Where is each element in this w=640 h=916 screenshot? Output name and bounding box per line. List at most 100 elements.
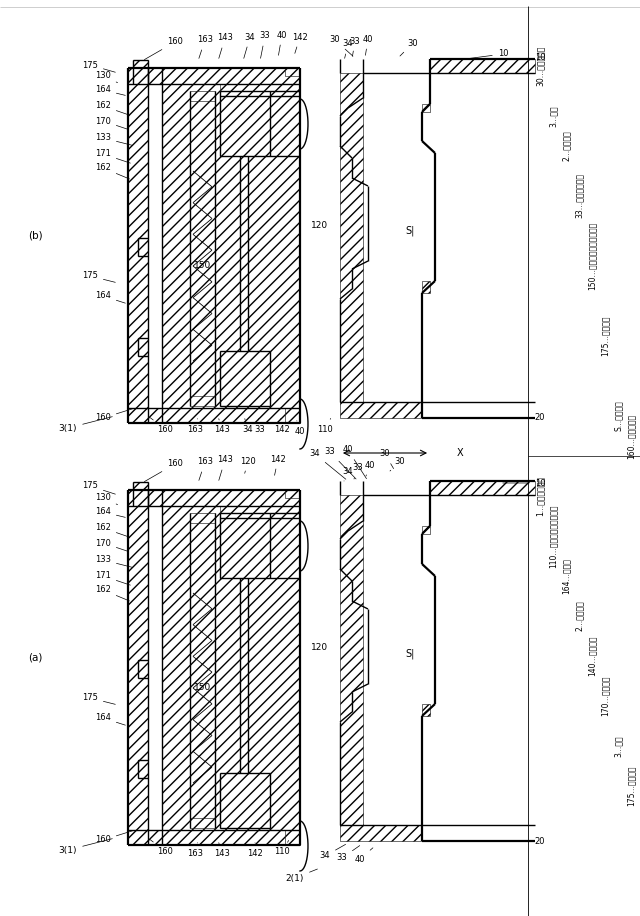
Text: 160: 160 (95, 409, 132, 422)
Text: 130: 130 (95, 493, 118, 505)
Polygon shape (422, 704, 430, 716)
Text: 10: 10 (503, 53, 545, 62)
Text: 2…容器本体: 2…容器本体 (575, 601, 584, 631)
Text: 34: 34 (244, 32, 255, 59)
Text: 160…解除ボタン: 160…解除ボタン (627, 413, 636, 459)
Text: 163: 163 (187, 419, 203, 433)
Text: 2…容器本体: 2…容器本体 (561, 131, 570, 161)
Text: 20: 20 (503, 836, 545, 845)
Text: 10: 10 (503, 478, 545, 487)
Polygon shape (133, 482, 148, 506)
Text: 133: 133 (95, 134, 132, 146)
Polygon shape (220, 513, 270, 578)
Polygon shape (220, 351, 270, 406)
Polygon shape (340, 825, 422, 841)
Text: 3(1): 3(1) (59, 839, 112, 855)
Text: 143: 143 (217, 455, 233, 480)
Text: 175: 175 (82, 60, 115, 72)
Text: 162: 162 (95, 163, 129, 179)
Polygon shape (138, 338, 148, 356)
Text: 142: 142 (292, 32, 308, 53)
Text: 120: 120 (312, 222, 328, 231)
Text: 120: 120 (240, 456, 256, 474)
Text: S|: S| (405, 225, 415, 236)
Polygon shape (138, 660, 148, 678)
Polygon shape (270, 513, 300, 578)
Polygon shape (190, 396, 215, 406)
Text: 40: 40 (355, 848, 373, 864)
Text: 10: 10 (468, 49, 508, 59)
Text: 133: 133 (95, 555, 132, 567)
Text: 175: 175 (82, 482, 115, 494)
Text: 2(1): 2(1) (286, 869, 317, 882)
Text: 130: 130 (95, 71, 118, 82)
Text: 160: 160 (145, 38, 183, 60)
Polygon shape (128, 490, 148, 845)
Polygon shape (128, 490, 300, 506)
Polygon shape (138, 238, 148, 256)
Polygon shape (270, 91, 300, 156)
Text: 160: 160 (95, 831, 132, 845)
Polygon shape (190, 91, 215, 101)
Text: 142: 142 (270, 454, 286, 475)
Text: 33: 33 (260, 31, 270, 59)
Text: 33: 33 (337, 845, 360, 863)
Text: 33: 33 (353, 463, 364, 479)
Text: 120: 120 (312, 644, 328, 652)
Text: S|: S| (405, 649, 415, 660)
Text: X: X (457, 448, 463, 458)
Text: 20: 20 (503, 413, 545, 422)
Polygon shape (220, 84, 300, 96)
Text: 150…圧縮コイルスプリング: 150…圧縮コイルスプリング (588, 222, 596, 290)
Text: 170: 170 (95, 116, 127, 129)
Polygon shape (220, 91, 270, 156)
Text: 163: 163 (197, 457, 213, 480)
Text: 164: 164 (95, 714, 125, 725)
Text: 160: 160 (145, 460, 183, 482)
Text: 3…栓体: 3…栓体 (614, 736, 623, 757)
Text: 110…栓体側パッキン部材: 110…栓体側パッキン部材 (548, 504, 557, 568)
Text: 143: 143 (217, 34, 233, 59)
Text: 34: 34 (320, 845, 346, 860)
Polygon shape (285, 408, 300, 423)
Polygon shape (162, 490, 300, 845)
Text: 171: 171 (95, 149, 131, 163)
Text: 164: 164 (95, 507, 125, 518)
Text: 40: 40 (276, 30, 287, 55)
Text: 160: 160 (150, 418, 173, 433)
Text: 34: 34 (310, 450, 346, 479)
Polygon shape (190, 513, 215, 523)
Text: 30: 30 (400, 38, 419, 56)
Text: (b): (b) (28, 231, 43, 241)
Text: 175: 175 (82, 271, 115, 282)
Text: 143: 143 (214, 419, 230, 434)
Text: 30: 30 (380, 450, 394, 469)
Text: 175…規制部材: 175…規制部材 (600, 316, 609, 356)
Text: 110: 110 (317, 419, 333, 433)
Polygon shape (133, 60, 148, 84)
Polygon shape (220, 773, 270, 828)
Text: 140…縋止部材: 140…縋止部材 (588, 636, 596, 676)
Text: 33: 33 (324, 448, 356, 479)
Text: 142: 142 (247, 843, 263, 857)
Text: 162: 162 (95, 524, 129, 537)
Polygon shape (220, 506, 300, 518)
Text: 162: 162 (95, 102, 129, 115)
Polygon shape (128, 830, 300, 845)
Text: 33: 33 (255, 419, 266, 434)
Polygon shape (128, 408, 300, 423)
Polygon shape (138, 760, 148, 778)
Polygon shape (422, 281, 430, 293)
Text: 30: 30 (330, 36, 353, 56)
Polygon shape (363, 481, 535, 495)
Text: 34: 34 (342, 39, 353, 59)
Text: 30…飲み口部材: 30…飲み口部材 (536, 46, 545, 86)
Text: 162: 162 (95, 585, 129, 601)
Polygon shape (422, 526, 430, 534)
Text: 163: 163 (197, 36, 213, 59)
Polygon shape (128, 68, 148, 423)
Text: 143: 143 (214, 843, 230, 858)
Text: S…貯留空間: S…貯留空間 (614, 400, 623, 431)
Text: 34: 34 (342, 466, 353, 481)
Text: 30: 30 (390, 456, 405, 471)
